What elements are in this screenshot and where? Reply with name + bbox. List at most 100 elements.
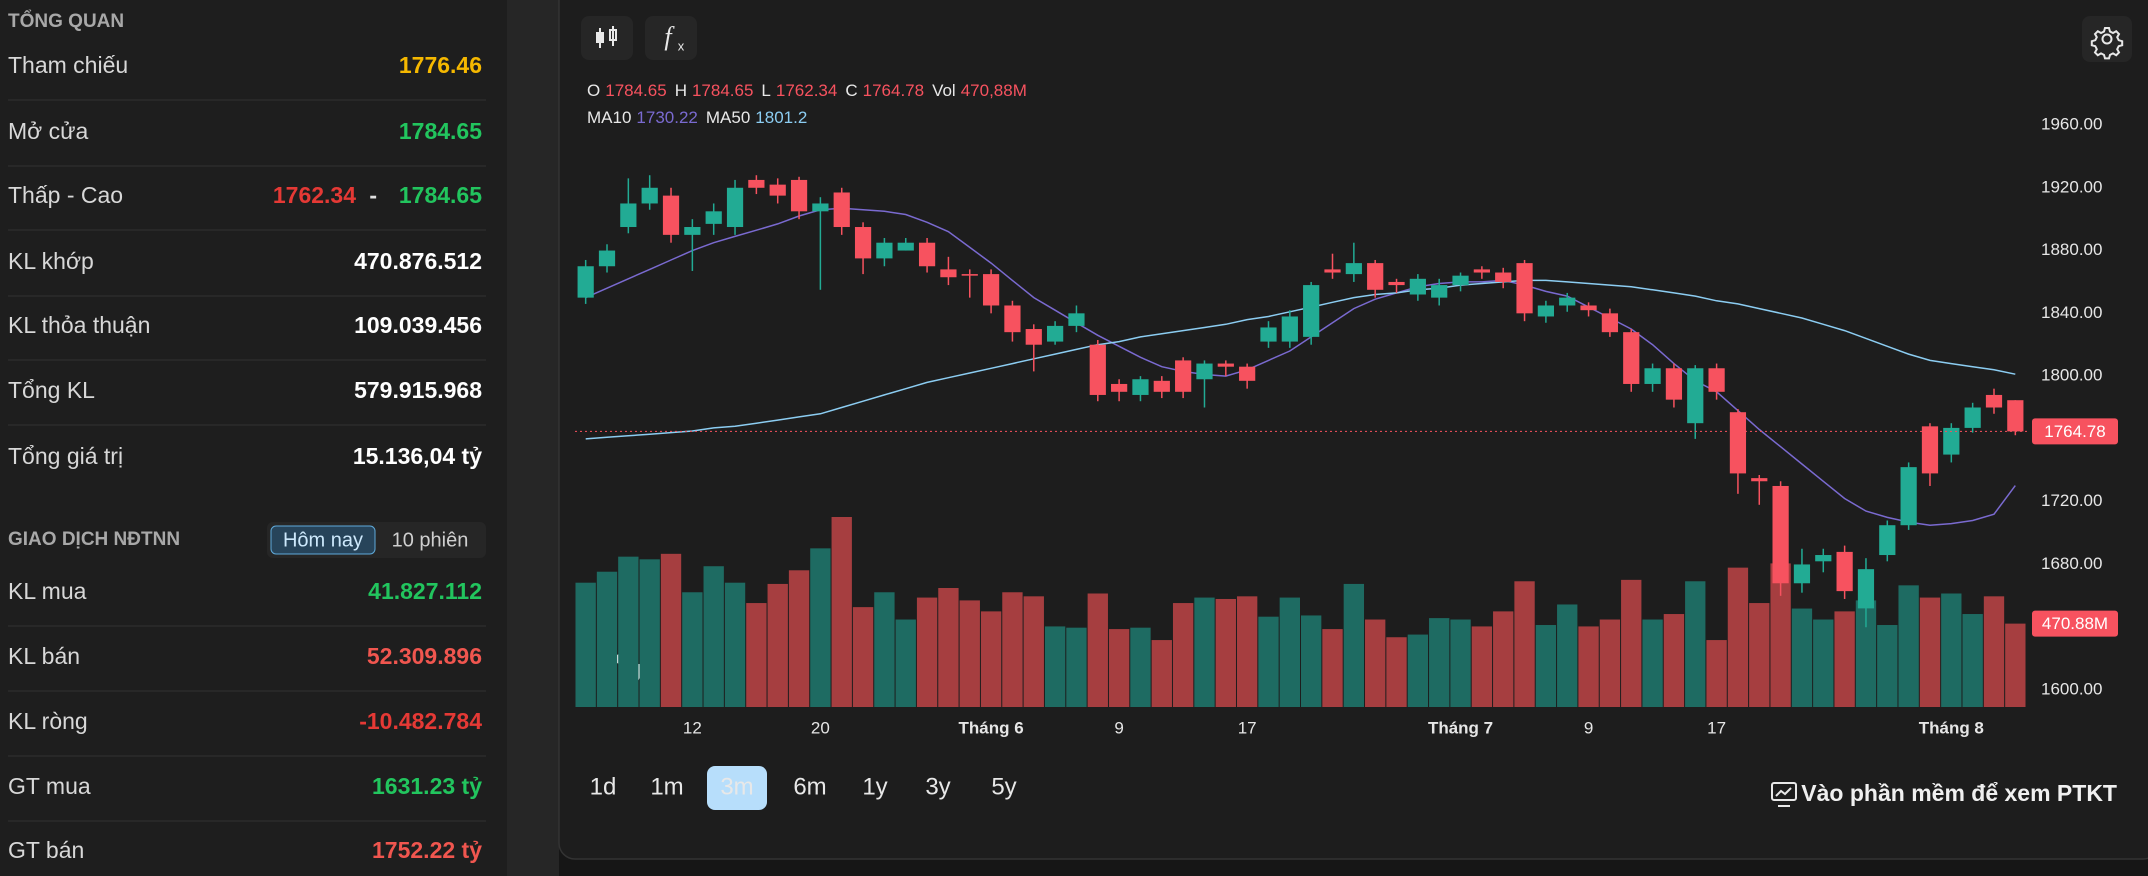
x-tick-label: Tháng 8 [1919,718,1984,737]
link-icon [1771,782,1797,807]
candle-body [1409,278,1426,295]
ma-legend: MA10 1730.22 MA50 1801.2 [587,108,807,127]
candle-body [1815,555,1832,562]
timeframe-selected[interactable] [707,766,767,810]
candle-body [1964,407,1981,428]
candle-body [1900,467,1917,526]
candle-body [1879,525,1896,556]
legend-part: MA10 [587,108,631,127]
y-tick-label: 1880.00 [2041,240,2102,259]
candle-body [1601,313,1619,333]
row-value: 1752.22 tỷ [372,837,482,863]
timeframe-button[interactable]: 1d [590,773,617,800]
row-value: -10.482.784 [359,708,482,734]
volume-bar [788,570,810,707]
chart-panel [558,0,2148,860]
volume-bar [874,592,895,707]
candle-body [1217,363,1234,367]
candle-body [982,274,1000,306]
legend-part: MA50 [706,108,750,127]
timeframe-button[interactable]: 6m [793,773,826,800]
y-tick-label: 1680.00 [2041,554,2102,573]
legend-part: O [587,81,600,100]
volume-bar [1706,640,1727,707]
tab[interactable]: 10 phiên [392,529,469,551]
legend-part: L [761,81,770,100]
x-tick-label: 9 [1114,718,1123,737]
y-tick-label: 1840.00 [2041,303,2102,322]
volume-bar [682,592,703,707]
tab[interactable]: Hôm nay [283,529,363,551]
candle-body [1836,551,1853,592]
candle-body [833,192,850,228]
candle-body [726,187,744,228]
legend-part: Vol [932,81,956,100]
y-tick-label: 1920.00 [2041,177,2102,196]
volume-bar [1557,604,1578,707]
x-tick-label: 17 [1238,718,1257,737]
row-value: 109.039.456 [354,312,482,338]
indicator-button[interactable] [645,16,697,60]
candle-type-button[interactable] [581,16,633,60]
candle-body [641,187,658,204]
row-value-low: 1762.34 [273,182,356,208]
tab-selected[interactable] [270,525,376,555]
volume-bars [575,517,2026,707]
candle-body [1473,269,1490,273]
row-value: 41.827.112 [368,578,482,604]
volume-bar [1877,625,1898,707]
candle-body [1111,383,1128,392]
candle-body [961,274,978,276]
last-volume-label: 470.88M [2042,614,2108,633]
legend-part: 1784.65 [605,81,666,100]
candle-body [1175,360,1192,392]
volume-bar [1450,619,1471,707]
timeframe-button[interactable]: 3y [925,773,950,800]
volume-bar [1514,581,1535,707]
volume-bar [639,559,660,707]
candle-body [598,250,616,267]
volume-bar [1236,596,1258,707]
volume-bar [1044,626,1066,707]
row-label: KL mua [8,578,87,604]
row-label: KL ròng [8,708,88,734]
row-label: KL bán [8,643,80,669]
row-label: KL thỏa thuận [8,312,150,338]
y-tick-label: 1960.00 [2041,114,2102,133]
row-separator: - [369,182,377,208]
timeframe-button[interactable]: 3m [720,773,753,800]
timeframe-button[interactable]: 5y [991,773,1016,800]
candle-body [2007,400,2024,432]
candle-body [620,203,637,228]
candle-body [1196,363,1213,380]
timeframe-button[interactable]: 1y [862,773,887,800]
y-tick-label: 1800.00 [2041,366,2102,385]
volume-bar [2005,623,2026,707]
candle-body [1793,564,1811,584]
legend-part: 1730.22 [636,108,697,127]
candle-body [1665,368,1683,400]
volume-bar [938,588,959,707]
volume-bar [1023,596,1044,707]
candle-body [577,266,594,298]
volume-bar [660,553,682,707]
last-volume-tag [2032,610,2118,637]
volume-bar [1898,585,1919,707]
row-value: 1631.23 tỷ [372,773,482,799]
x-tick-label: 12 [683,718,702,737]
volume-bar [1941,593,1962,707]
candle-body [1857,569,1875,609]
settings-button[interactable] [2082,16,2132,62]
gear-icon [2090,27,2124,60]
volume-bar [1002,592,1023,707]
volume-bar [831,517,852,707]
candle-body [1089,344,1106,395]
timeframe-button[interactable]: 1m [650,773,683,800]
open-software-link[interactable]: Vào phần mềm để xem PTKT [1801,780,2117,806]
row-value: 52.309.896 [367,643,482,669]
row-label: Tham chiếu [8,52,128,78]
candle-body [769,184,786,196]
volume-bar [895,619,916,707]
candle-body [1303,285,1320,337]
candle-body [1431,285,1448,298]
